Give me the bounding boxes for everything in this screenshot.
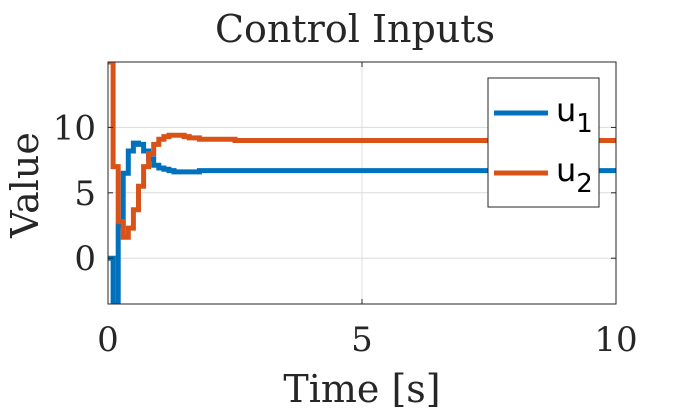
x-tick-label: 0 (97, 320, 119, 360)
y-tick-labels: 0 5 10 (53, 108, 96, 279)
series-line-1 (108, 140, 616, 304)
tick-marks (107, 62, 617, 304)
series-line-2 (108, 62, 616, 240)
series-layer (108, 62, 616, 304)
legend-series-name: u (556, 151, 576, 189)
legend-series-name: u (556, 91, 576, 129)
legend-series-subscript: 2 (576, 169, 593, 199)
chart-title: Control Inputs (215, 7, 495, 51)
y-tick-label: 5 (74, 174, 96, 214)
legend-series-subscript: 1 (576, 109, 593, 139)
legend-label-2: u2 (556, 151, 593, 199)
y-tick-label: 0 (74, 239, 96, 279)
x-axis-label: Time [s] (283, 367, 440, 411)
y-tick-label: 10 (53, 108, 96, 148)
x-tick-labels: 0 5 10 (97, 320, 637, 360)
x-tick-label: 10 (594, 320, 637, 360)
y-axis-label: Value (3, 132, 47, 239)
legend-label-1: u1 (556, 91, 593, 139)
x-tick-label: 5 (351, 320, 373, 360)
legend-box (487, 77, 600, 208)
